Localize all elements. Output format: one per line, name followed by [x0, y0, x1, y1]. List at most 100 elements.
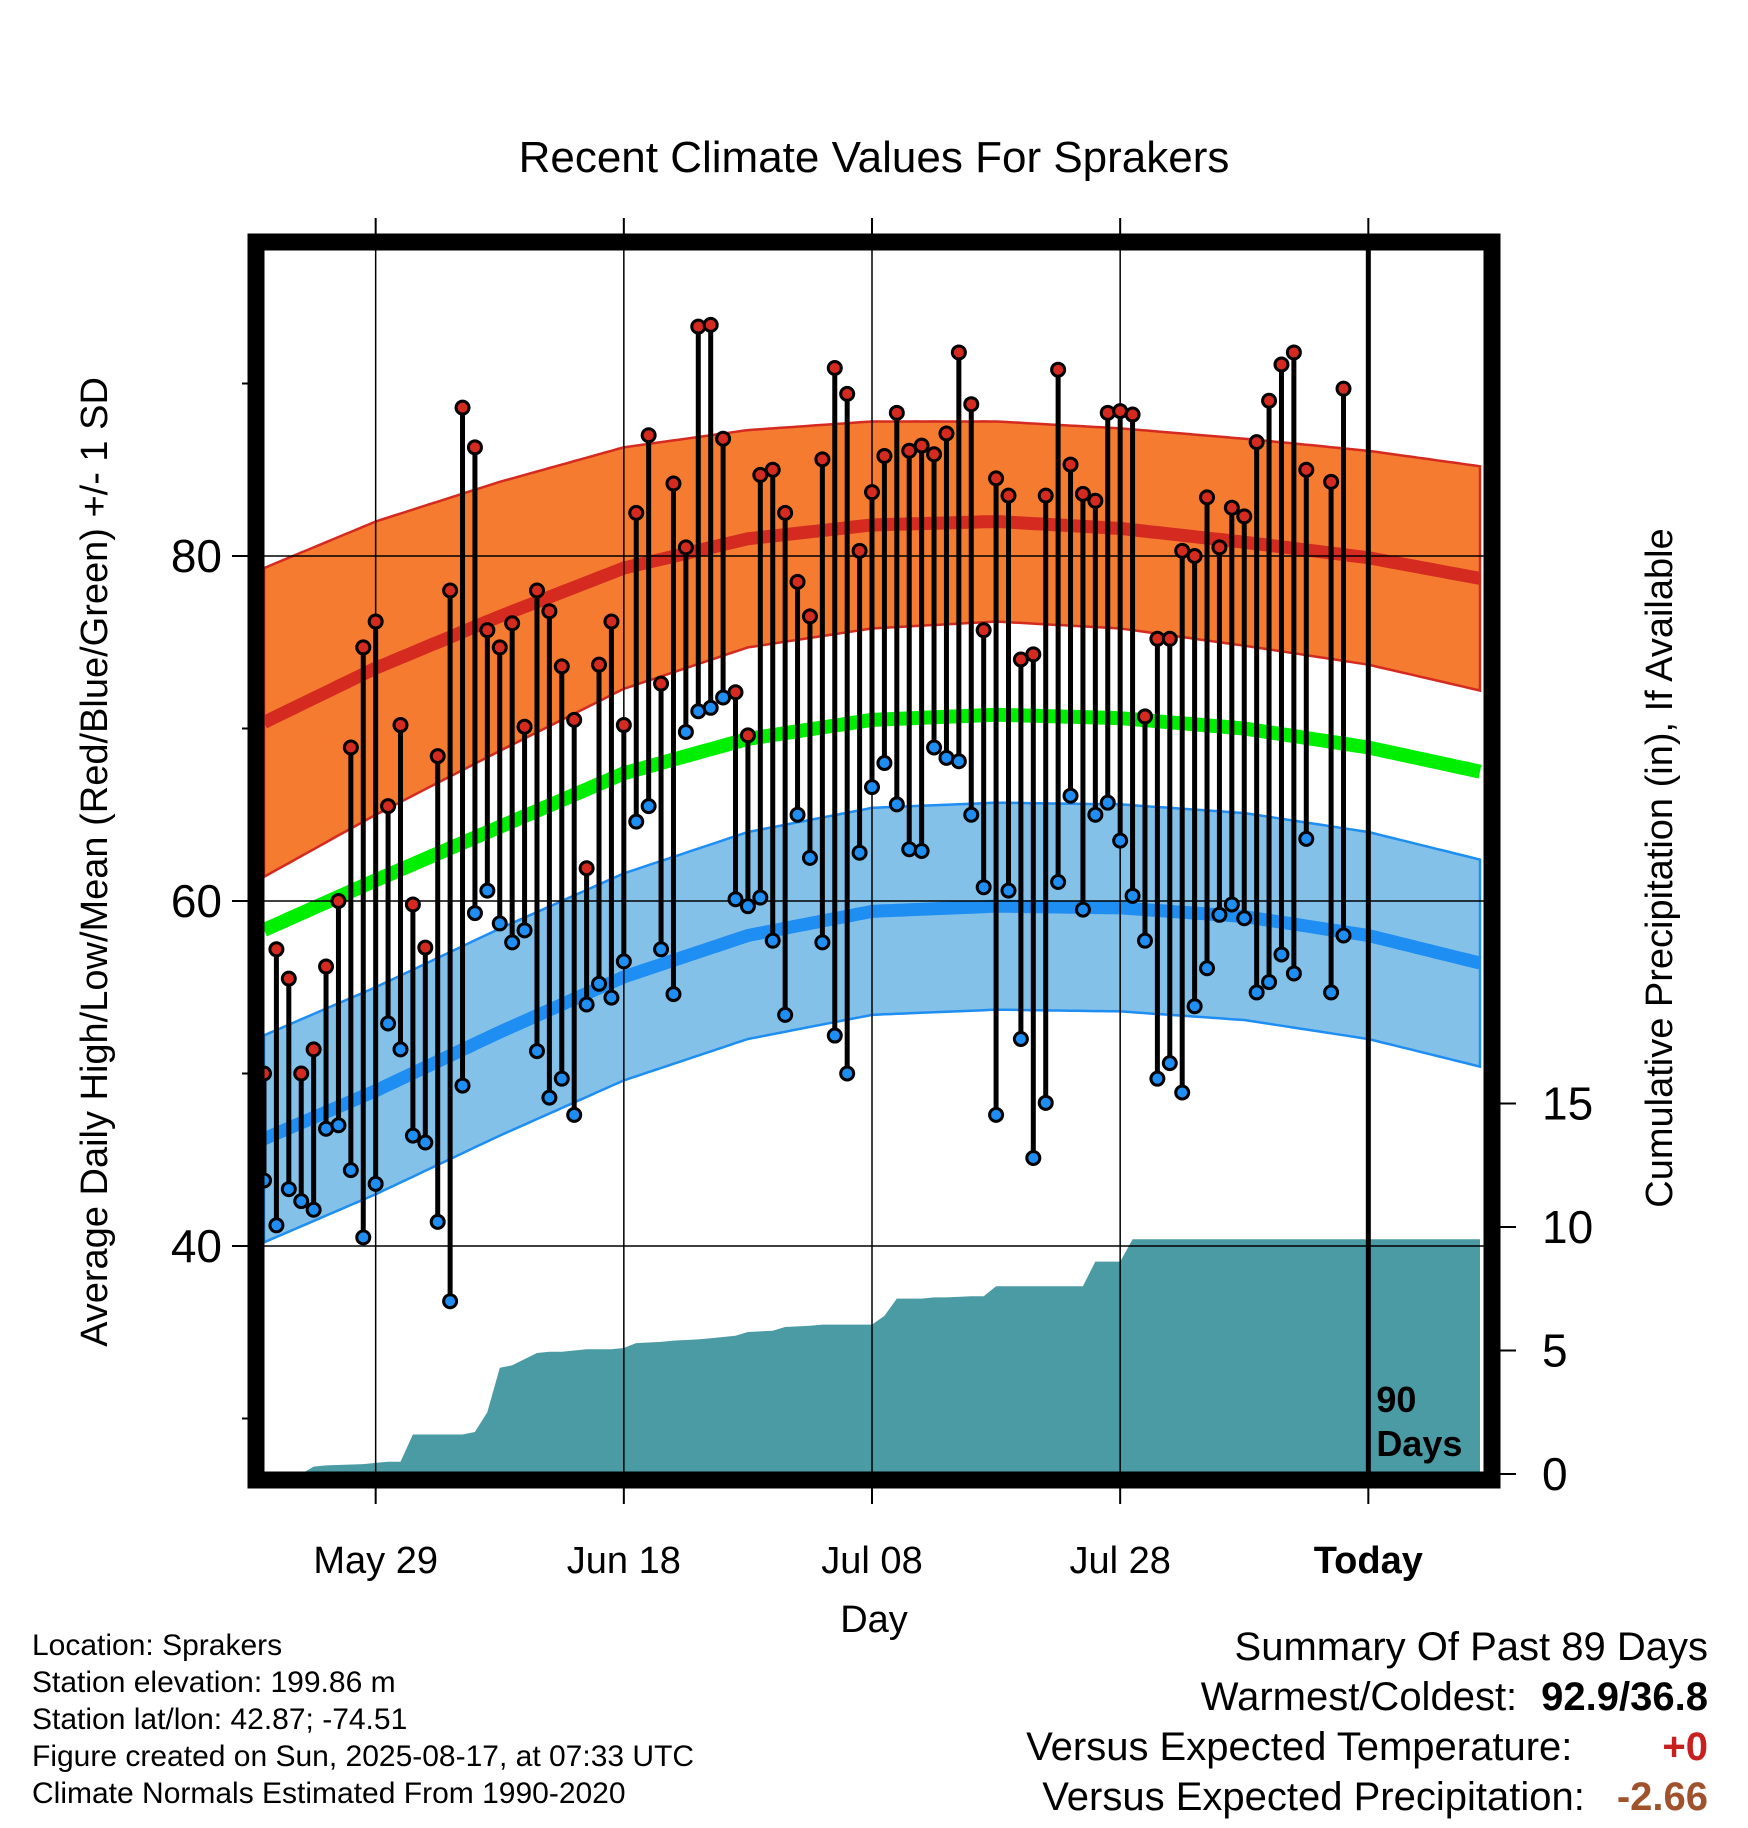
- high-point: [963, 396, 980, 413]
- warm-cold-value: 92.9/36.8: [1541, 1675, 1708, 1719]
- high-point: [1062, 456, 1079, 473]
- high-point: [367, 613, 384, 630]
- low-point: [466, 905, 483, 922]
- temp-value: +0: [1662, 1725, 1708, 1769]
- high-point: [826, 359, 843, 376]
- low-point: [801, 849, 818, 866]
- low-point: [355, 1229, 372, 1246]
- high-point: [702, 316, 719, 333]
- high-point: [603, 613, 620, 630]
- high-point: [1285, 344, 1302, 361]
- low-point: [864, 779, 880, 796]
- low-point: [814, 934, 831, 951]
- low-point: [268, 1217, 285, 1234]
- high-point: [1037, 487, 1054, 504]
- high-point: [1000, 487, 1017, 504]
- high-point: [677, 539, 694, 556]
- low-point: [1261, 974, 1278, 991]
- high-point: [479, 622, 496, 639]
- low-point: [789, 806, 806, 823]
- elevation-text: Station elevation: 199.86 m: [32, 1666, 396, 1699]
- high-point: [355, 639, 372, 656]
- low-point: [404, 1127, 421, 1144]
- high-point: [280, 970, 297, 987]
- low-point: [504, 934, 521, 951]
- low-point: [628, 813, 645, 830]
- low-point: [777, 1006, 794, 1023]
- plot-frame: [247, 233, 1501, 1489]
- high-point: [789, 573, 806, 590]
- low-point: [876, 755, 893, 771]
- low-point: [739, 898, 756, 915]
- high-point: [690, 318, 707, 335]
- high-point: [1136, 708, 1153, 725]
- low-point: [764, 932, 781, 949]
- low-point: [1186, 998, 1203, 1015]
- high-point: [268, 941, 285, 958]
- temp-label: Versus Expected Temperature:: [1026, 1725, 1573, 1769]
- x-tick-label: Jul 28: [1069, 1540, 1170, 1582]
- low-point: [491, 915, 508, 932]
- low-point: [392, 1041, 409, 1058]
- low-point: [926, 739, 943, 756]
- low-point: [1025, 1150, 1042, 1167]
- low-point: [1199, 960, 1216, 977]
- high-point: [1323, 473, 1340, 490]
- warm-cold-row: Warmest/Coldest: 92.9/36.8: [1026, 1672, 1708, 1722]
- high-point: [1074, 485, 1091, 502]
- high-point: [764, 461, 781, 478]
- chart-title: Recent Climate Values For Sprakers: [519, 133, 1230, 182]
- y-tick-label: 60: [171, 875, 222, 927]
- low-point: [1335, 927, 1352, 944]
- y2-tick-label: 0: [1542, 1448, 1568, 1500]
- summary-panel: Summary Of Past 89 Days Warmest/Coldest:…: [1026, 1622, 1708, 1822]
- low-point: [702, 699, 719, 716]
- today-window-label: 90: [1376, 1379, 1416, 1420]
- high-point: [653, 675, 670, 692]
- high-point: [1335, 380, 1352, 397]
- low-point: [293, 1193, 310, 1210]
- low-point: [280, 1181, 297, 1198]
- precip-label: Versus Expected Precipitation:: [1042, 1775, 1585, 1819]
- low-point: [615, 953, 632, 970]
- low-point: [305, 1201, 322, 1218]
- low-point: [975, 879, 992, 896]
- low-point: [429, 1213, 446, 1230]
- high-point: [318, 958, 335, 975]
- low-point: [1323, 984, 1340, 1001]
- low-point: [1124, 887, 1141, 904]
- low-point: [367, 1175, 384, 1192]
- y-tick-label: 40: [171, 1220, 222, 1272]
- high-point: [417, 939, 434, 956]
- high-point: [665, 475, 682, 492]
- high-point: [1161, 630, 1178, 647]
- x-axis-label: Day: [840, 1599, 908, 1641]
- high-point: [801, 608, 818, 625]
- low-point: [1000, 882, 1017, 899]
- high-point: [1199, 489, 1216, 506]
- high-point: [466, 439, 483, 456]
- low-point: [342, 1162, 359, 1179]
- low-point: [839, 1065, 856, 1082]
- high-point: [516, 718, 533, 735]
- high-point: [715, 430, 732, 447]
- high-point: [404, 896, 421, 913]
- low-point: [963, 806, 980, 823]
- high-point: [330, 893, 347, 909]
- high-point: [566, 711, 583, 728]
- y-axis-label: Average Daily High/Low/Mean (Red/Blue/Gr…: [74, 377, 116, 1347]
- high-point: [1050, 361, 1067, 378]
- low-point: [380, 1015, 397, 1032]
- low-point: [528, 1043, 545, 1060]
- high-point: [578, 860, 595, 877]
- high-point: [342, 739, 359, 756]
- warm-cold-label: Warmest/Coldest:: [1200, 1675, 1518, 1719]
- high-point: [491, 639, 508, 656]
- low-point: [1248, 984, 1265, 1001]
- low-point: [1236, 910, 1253, 927]
- low-point: [442, 1293, 459, 1310]
- low-point: [1062, 787, 1079, 804]
- high-point: [504, 615, 521, 632]
- precip-value: -2.66: [1616, 1775, 1708, 1819]
- y2-tick-label: 15: [1542, 1078, 1593, 1130]
